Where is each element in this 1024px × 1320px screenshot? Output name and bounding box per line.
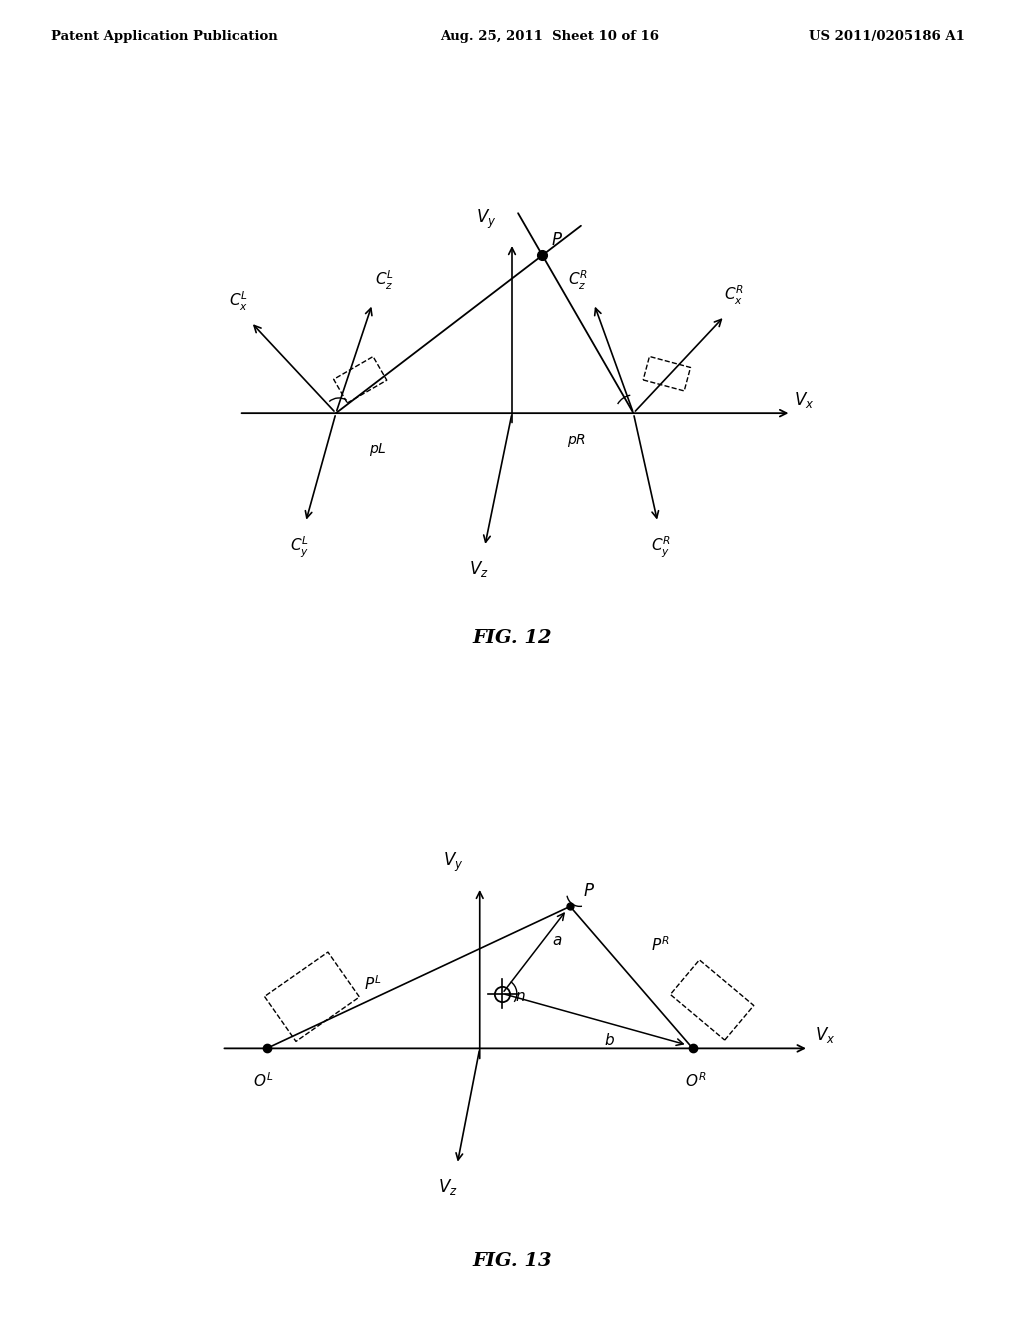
Text: $O^L$: $O^L$	[253, 1071, 273, 1090]
Text: $pR$: $pR$	[566, 432, 586, 449]
Text: $C_x^L$: $C_x^L$	[229, 290, 248, 313]
Text: $V_x$: $V_x$	[815, 1026, 836, 1045]
Text: $a$: $a$	[552, 933, 562, 948]
Text: US 2011/0205186 A1: US 2011/0205186 A1	[809, 30, 965, 42]
Text: FIG. 12: FIG. 12	[472, 628, 552, 647]
Text: $V_z$: $V_z$	[469, 558, 488, 579]
Text: $C_z^L$: $C_z^L$	[376, 268, 394, 292]
Text: $C_x^R$: $C_x^R$	[724, 284, 743, 306]
Text: $P^R$: $P^R$	[651, 936, 670, 954]
Text: $n$: $n$	[515, 989, 526, 1005]
Text: Patent Application Publication: Patent Application Publication	[51, 30, 278, 42]
Text: $pL$: $pL$	[370, 441, 387, 458]
Text: $C_y^R$: $C_y^R$	[650, 535, 671, 560]
Text: $V_z$: $V_z$	[437, 1177, 458, 1197]
Text: $P^L$: $P^L$	[364, 974, 381, 993]
Text: $V_x$: $V_x$	[795, 391, 815, 411]
Text: $C_y^L$: $C_y^L$	[290, 535, 309, 560]
Text: $O^R$: $O^R$	[685, 1071, 707, 1090]
Text: FIG. 13: FIG. 13	[472, 1253, 552, 1270]
Text: $C_z^R$: $C_z^R$	[567, 268, 588, 292]
Text: $V_y$: $V_y$	[476, 207, 497, 231]
Text: Aug. 25, 2011  Sheet 10 of 16: Aug. 25, 2011 Sheet 10 of 16	[440, 30, 659, 42]
Text: $V_y$: $V_y$	[443, 851, 464, 874]
Text: $P$: $P$	[552, 231, 563, 249]
Text: $P$: $P$	[583, 882, 595, 900]
Text: $b$: $b$	[604, 1032, 615, 1048]
